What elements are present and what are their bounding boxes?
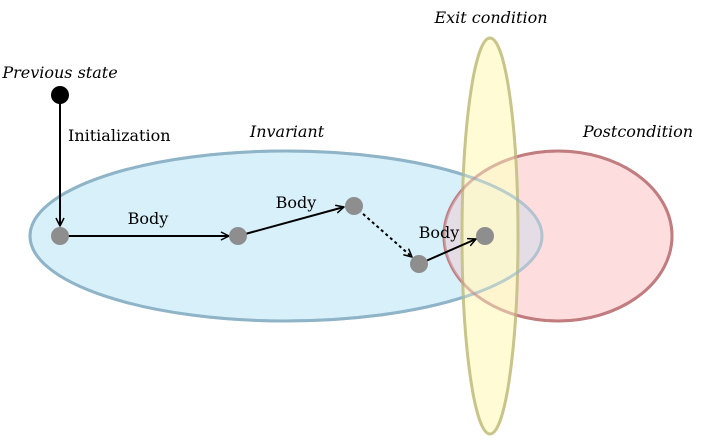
state-node-2 (229, 227, 247, 245)
postcondition-outline (442, 149, 674, 323)
state-node-5 (476, 227, 494, 245)
invariant-outline (28, 149, 544, 323)
exit-condition-label: Exit condition (433, 8, 547, 27)
body-arrow-2 (237, 204, 345, 237)
body-label-1: Body (128, 209, 169, 228)
initialization-label: Initialization (68, 126, 171, 145)
body-label-2: Body (276, 193, 317, 212)
body-label-3: Body (419, 223, 460, 242)
postcondition-label: Postcondition (582, 122, 693, 141)
state-node-1 (51, 227, 69, 245)
state-node-3 (345, 197, 363, 215)
previous-state-label: Previous state (1, 63, 117, 82)
start-node (51, 86, 69, 104)
dotted-arrow (353, 205, 413, 258)
body-arrow-3 (418, 237, 477, 265)
state-node-4 (410, 255, 428, 273)
invariant-label: Invariant (249, 122, 325, 141)
